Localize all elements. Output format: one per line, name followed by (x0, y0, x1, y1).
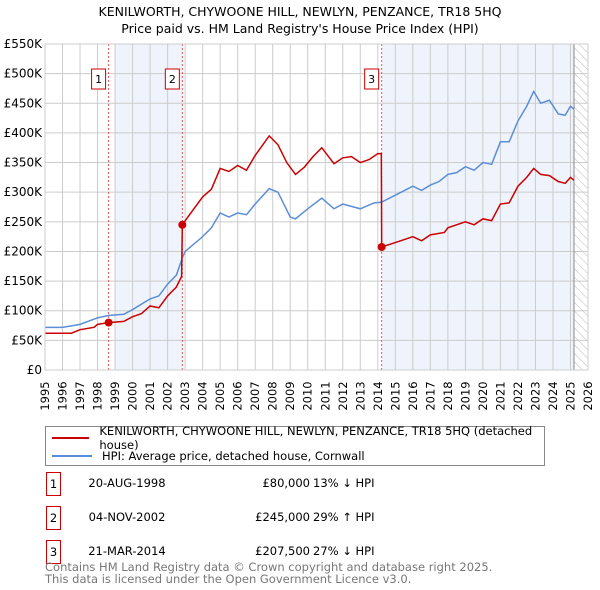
y-tick-label: £300K (4, 185, 44, 199)
sale-label: 1 (95, 73, 102, 86)
x-tick-label: 2012 (336, 381, 350, 410)
chart-subtitle: Price paid vs. HM Land Registry's House … (121, 21, 479, 36)
y-tick-label: £400K (4, 126, 44, 140)
x-tick-label: 2023 (528, 381, 542, 410)
legend-item-property: KENILWORTH, CHYWOONE HILL, NEWLYN, PENZA… (52, 424, 544, 452)
chart-title: KENILWORTH, CHYWOONE HILL, NEWLYN, PENZA… (98, 4, 502, 19)
y-tick-label: £200K (4, 244, 44, 258)
x-tick-label: 2004 (196, 381, 210, 410)
x-tick-label: 2002 (161, 381, 175, 410)
x-tick-label: 1995 (38, 381, 52, 410)
y-tick-label: £450K (4, 96, 44, 110)
legend-label: KENILWORTH, CHYWOONE HILL, NEWLYN, PENZA… (99, 424, 533, 452)
shaded-region (381, 44, 574, 370)
plot-border (44, 43, 589, 371)
x-tick-label: 1998 (91, 381, 105, 410)
chart-plot: 1995 1996 1997 1998 1999 2000 2001 2002 2003 2004… (4, 37, 595, 411)
sale-label-box (364, 68, 380, 90)
x-tick-label: 2014 (371, 381, 385, 410)
sale-date: 20-AUG-1998 (88, 476, 166, 490)
x-tick-label: 1999 (108, 381, 122, 410)
sale-hpi: 13% ↓ HPI (313, 476, 375, 490)
footer-line: Contains HM Land Registry data © Crown c… (45, 560, 493, 574)
x-tick-label: 2019 (458, 381, 472, 410)
shaded-region (115, 44, 184, 370)
sale-point (178, 220, 187, 229)
x-tick-label: 2009 (283, 381, 297, 410)
x-tick-label: 2017 (423, 381, 437, 410)
sale-number: 2 (46, 506, 61, 530)
legend: KENILWORTH, CHYWOONE HILL, NEWLYN, PENZA… (45, 424, 545, 466)
sale-price: £207,500 (255, 544, 310, 558)
legend-item-hpi: HPI: Average price, detached house, Corn… (52, 447, 365, 465)
sale-row: 3 21-MAR-2014 £207,500 27% ↓ HPI (45, 540, 445, 564)
x-tick-label: 2013 (353, 381, 367, 410)
sale-date: 21-MAR-2014 (88, 544, 166, 558)
x-tick-label: 2022 (511, 381, 525, 410)
x-tick-label: 2021 (493, 381, 507, 410)
legend-swatch-blue (52, 455, 92, 457)
x-tick-label: 2011 (318, 381, 332, 410)
price-paid-line (45, 134, 575, 335)
x-tick-label: 2015 (388, 381, 402, 410)
x-tick-label: 2024 (546, 381, 560, 410)
x-tick-label: 1996 (56, 381, 70, 410)
y-tick-label: £550K (4, 37, 44, 51)
sale-label-box (164, 68, 180, 90)
y-tick-label: £350K (4, 156, 44, 170)
footer-line: This data is licensed under the Open Gov… (45, 572, 412, 586)
sale-row: 2 04-NOV-2002 £245,000 29% ↑ HPI (45, 506, 445, 530)
forecast-hatch (573, 44, 588, 370)
x-tick-label: 2025 (563, 381, 577, 410)
y-tick-label: £250K (4, 215, 44, 229)
x-tick-label: 2006 (231, 381, 245, 410)
sale-hpi: 29% ↑ HPI (313, 510, 375, 524)
sale-label-box (91, 68, 107, 90)
x-tick-label: 2000 (126, 381, 140, 410)
sale-price: £80,000 (262, 476, 310, 490)
sale-row: 1 20-AUG-1998 £80,000 13% ↓ HPI (45, 472, 445, 496)
x-tick-label: 2010 (301, 381, 315, 410)
legend-swatch-red (52, 437, 90, 439)
y-tick-label: £150K (4, 274, 44, 288)
x-tick-label: 2007 (248, 381, 262, 410)
sale-label: 3 (368, 73, 375, 86)
sale-number: 3 (46, 540, 61, 564)
x-tick-label: 2005 (213, 381, 227, 410)
x-tick-label: 2018 (441, 381, 455, 410)
y-tick-label: £0 (27, 363, 42, 377)
x-tick-label: 2020 (476, 381, 490, 410)
x-tick-label: 2026 (581, 381, 595, 410)
sale-point (104, 318, 113, 327)
hpi-line (45, 89, 575, 329)
y-tick-label: £50K (11, 333, 43, 347)
x-tick-label: 2003 (178, 381, 192, 410)
sale-point (377, 243, 386, 252)
sale-hpi: 27% ↓ HPI (313, 544, 375, 558)
sale-date: 04-NOV-2002 (88, 510, 166, 524)
x-tick-label: 2008 (266, 381, 280, 410)
y-tick-label: £500K (4, 67, 44, 81)
x-tick-label: 2016 (406, 381, 420, 410)
y-tick-label: £100K (4, 304, 44, 318)
sale-number: 1 (46, 472, 61, 496)
legend-label: HPI: Average price, detached house, Corn… (102, 449, 365, 463)
x-tick-label: 1997 (73, 381, 87, 410)
sale-price: £245,000 (255, 510, 310, 524)
sale-label: 2 (169, 73, 176, 86)
x-tick-label: 2001 (143, 381, 157, 410)
